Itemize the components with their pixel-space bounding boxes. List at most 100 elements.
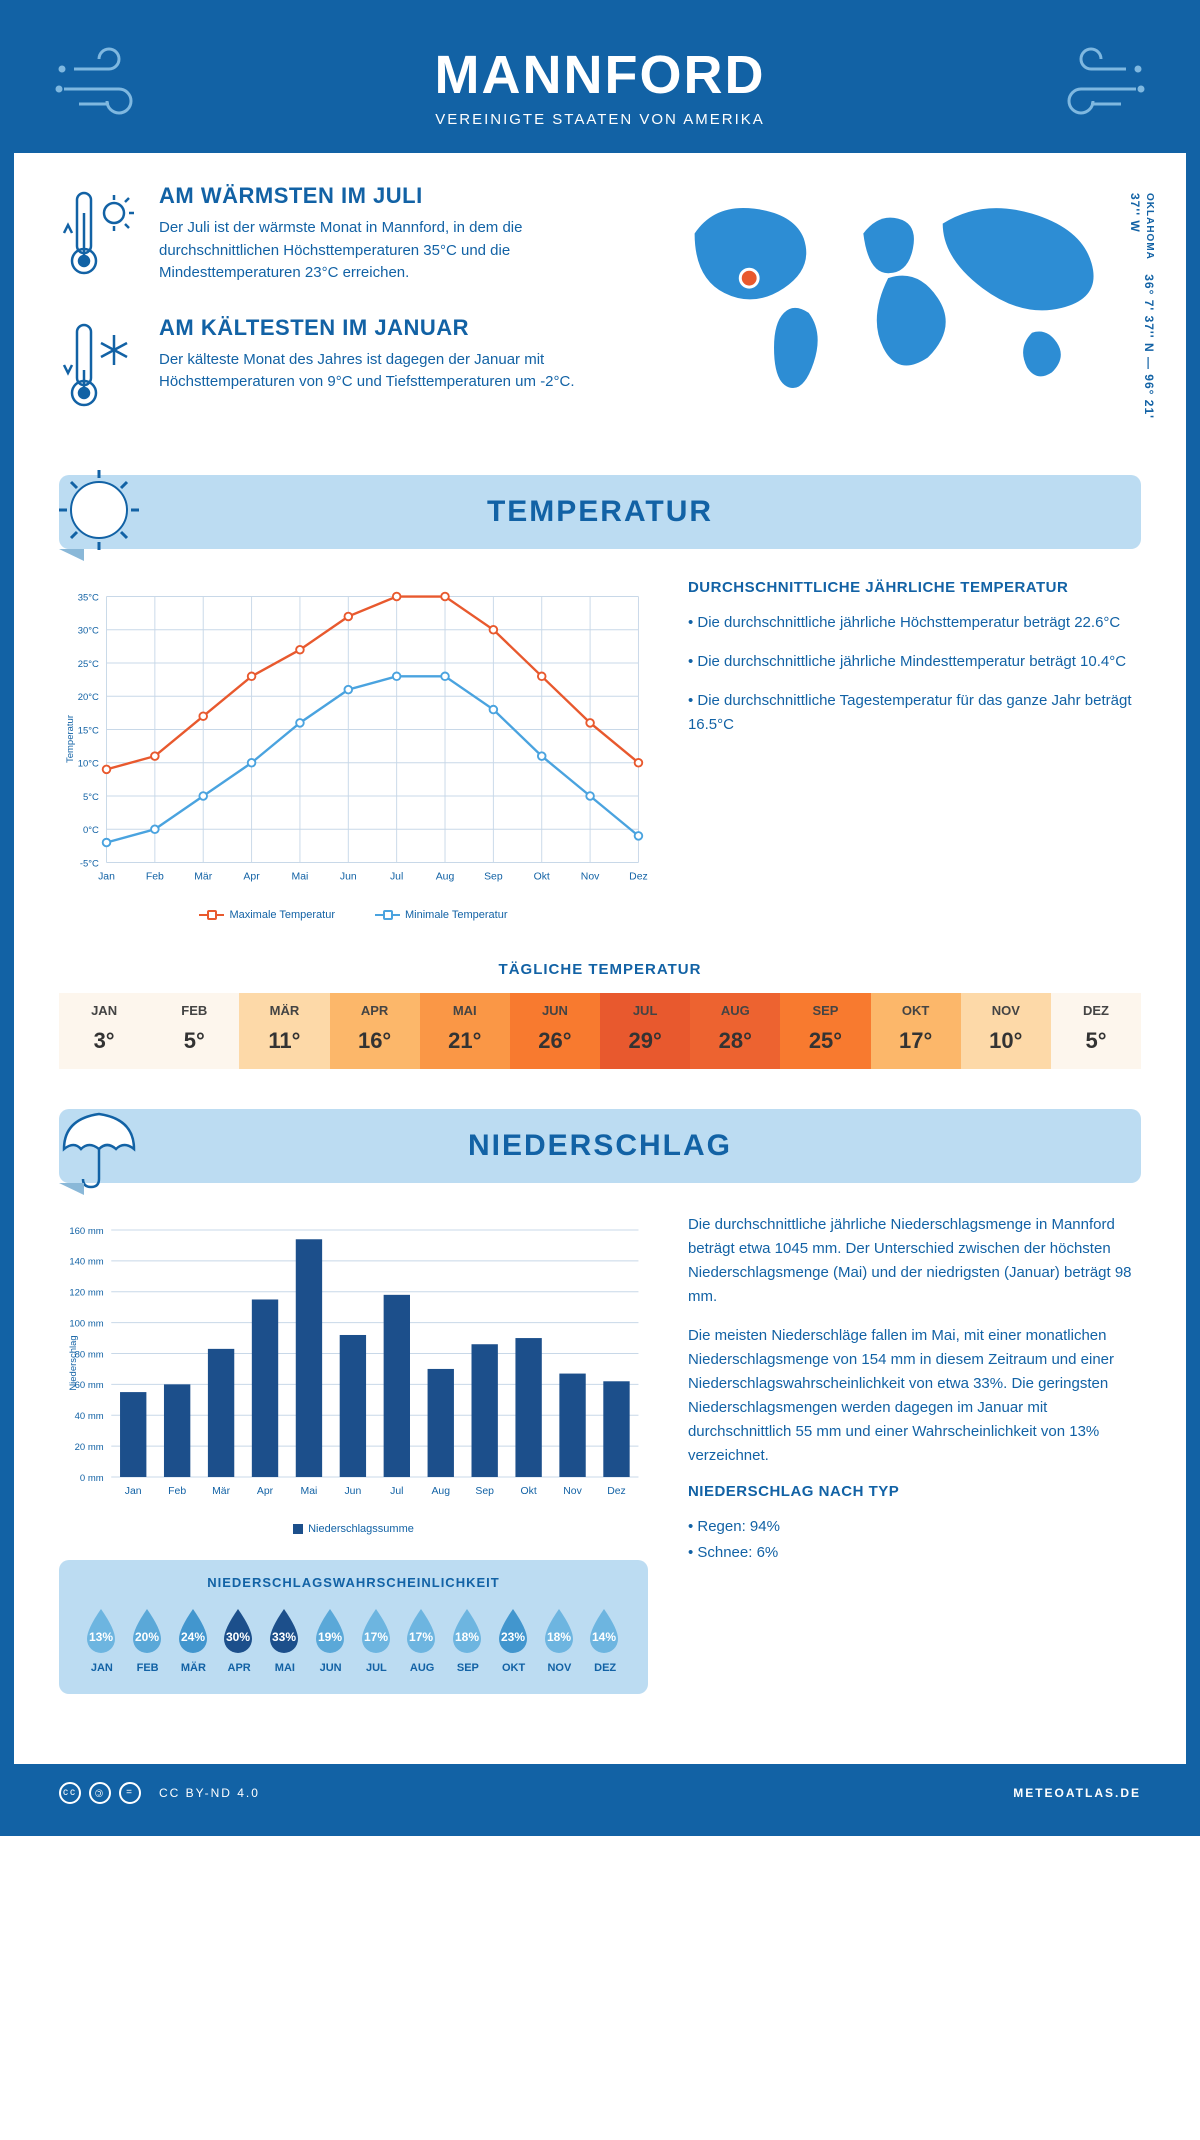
svg-text:Jul: Jul: [390, 871, 403, 882]
svg-text:15°C: 15°C: [78, 725, 99, 736]
drop-item: 33%MAI: [262, 1605, 308, 1674]
temp-cell: APR16°: [330, 993, 420, 1069]
svg-text:14%: 14%: [592, 1630, 616, 1644]
wind-icon: [1036, 44, 1146, 124]
temp-cell: JUN26°: [510, 993, 600, 1069]
daily-temp-title: TÄGLICHE TEMPERATUR: [59, 961, 1141, 978]
temp-cell: JAN3°: [59, 993, 149, 1069]
cc-icon: cc: [59, 1782, 81, 1804]
umbrella-icon: [49, 1094, 149, 1194]
drop-item: 13%JAN: [79, 1605, 125, 1674]
svg-text:Jan: Jan: [125, 1486, 142, 1497]
drop-item: 18%SEP: [445, 1605, 491, 1674]
nd-icon: =: [119, 1782, 141, 1804]
svg-text:Mai: Mai: [301, 1486, 318, 1497]
svg-text:30%: 30%: [226, 1630, 250, 1644]
temp-cell: SEP25°: [780, 993, 870, 1069]
svg-text:Aug: Aug: [436, 871, 455, 882]
drop-item: 30%APR: [216, 1605, 262, 1674]
svg-text:13%: 13%: [89, 1630, 113, 1644]
svg-text:Nov: Nov: [581, 871, 600, 882]
svg-text:35°C: 35°C: [78, 592, 99, 603]
by-icon: 🄯: [89, 1782, 111, 1804]
svg-text:33%: 33%: [272, 1630, 296, 1644]
temp-cell: MAI21°: [420, 993, 510, 1069]
svg-text:Dez: Dez: [629, 871, 648, 882]
page-subtitle: VEREINIGTE STAATEN VON AMERIKA: [34, 111, 1166, 128]
svg-text:Niederschlag: Niederschlag: [68, 1335, 79, 1390]
svg-text:Temperatur: Temperatur: [65, 715, 76, 763]
svg-text:Apr: Apr: [243, 871, 260, 882]
page-footer: cc 🄯 = CC BY-ND 4.0 METEOATLAS.DE: [14, 1764, 1186, 1822]
svg-text:19%: 19%: [318, 1630, 342, 1644]
site-name: METEOATLAS.DE: [1013, 1786, 1141, 1800]
temp-cell: MÄR11°: [239, 993, 329, 1069]
drop-item: 18%NOV: [537, 1605, 583, 1674]
svg-text:Sep: Sep: [475, 1486, 494, 1497]
svg-text:20 mm: 20 mm: [75, 1441, 104, 1452]
coordinates: OKLAHOMA 36° 7' 37'' N — 96° 21' 37'' W: [1128, 193, 1156, 445]
thermometer-sun-icon: [59, 183, 139, 283]
svg-text:-5°C: -5°C: [80, 858, 99, 869]
fact-coldest: AM KÄLTESTEN IM JANUAR Der kälteste Mona…: [59, 315, 605, 415]
svg-text:5°C: 5°C: [83, 791, 99, 802]
fact-warmest: AM WÄRMSTEN IM JULI Der Juli ist der wär…: [59, 183, 605, 285]
svg-text:Apr: Apr: [257, 1486, 274, 1497]
drop-item: 20%FEB: [125, 1605, 171, 1674]
svg-text:Feb: Feb: [168, 1486, 186, 1497]
temp-cell: FEB5°: [149, 993, 239, 1069]
svg-text:Okt: Okt: [534, 871, 550, 882]
fact-text: Der Juli ist der wärmste Monat in Mannfo…: [159, 217, 605, 285]
section-precipitation: NIEDERSCHLAG: [59, 1109, 1141, 1183]
svg-text:Jan: Jan: [98, 871, 115, 882]
svg-text:10°C: 10°C: [78, 758, 99, 769]
svg-text:18%: 18%: [546, 1630, 570, 1644]
precipitation-probability: NIEDERSCHLAGSWAHRSCHEINLICHKEIT 13%JAN20…: [59, 1560, 648, 1694]
svg-text:100 mm: 100 mm: [69, 1318, 103, 1329]
svg-text:Mär: Mär: [212, 1486, 230, 1497]
temperature-chart: -5°C0°C5°C10°C15°C20°C25°C30°C35°CJanFeb…: [59, 579, 648, 921]
svg-text:Sep: Sep: [484, 871, 503, 882]
svg-text:Nov: Nov: [563, 1486, 582, 1497]
fact-title: AM WÄRMSTEN IM JULI: [159, 183, 605, 209]
svg-text:30°C: 30°C: [78, 625, 99, 636]
world-map: OKLAHOMA 36° 7' 37'' N — 96° 21' 37'' W: [645, 183, 1141, 445]
svg-text:Okt: Okt: [520, 1486, 536, 1497]
sun-icon: [49, 460, 149, 560]
section-temperature: TEMPERATUR: [59, 475, 1141, 549]
svg-text:20°C: 20°C: [78, 692, 99, 703]
thermometer-snow-icon: [59, 315, 139, 415]
temp-cell: JUL29°: [600, 993, 690, 1069]
drop-item: 24%MÄR: [171, 1605, 217, 1674]
svg-text:18%: 18%: [455, 1630, 479, 1644]
temp-cell: OKT17°: [871, 993, 961, 1069]
svg-text:Feb: Feb: [146, 871, 164, 882]
daily-temperature-strip: JAN3°FEB5°MÄR11°APR16°MAI21°JUN26°JUL29°…: [59, 993, 1141, 1069]
svg-text:Jun: Jun: [340, 871, 357, 882]
drop-item: 19%JUN: [308, 1605, 354, 1674]
svg-text:Aug: Aug: [431, 1486, 450, 1497]
drop-item: 17%AUG: [399, 1605, 445, 1674]
svg-text:140 mm: 140 mm: [69, 1256, 103, 1267]
svg-text:17%: 17%: [409, 1630, 433, 1644]
license-text: CC BY-ND 4.0: [159, 1786, 260, 1800]
fact-text: Der kälteste Monat des Jahres ist dagege…: [159, 349, 605, 394]
temp-cell: DEZ5°: [1051, 993, 1141, 1069]
svg-text:Dez: Dez: [607, 1486, 626, 1497]
svg-text:Jun: Jun: [344, 1486, 361, 1497]
svg-text:0 mm: 0 mm: [80, 1472, 104, 1483]
svg-text:24%: 24%: [180, 1630, 204, 1644]
fact-title: AM KÄLTESTEN IM JANUAR: [159, 315, 605, 341]
page-title: MANNFORD: [34, 44, 1166, 106]
svg-text:Jul: Jul: [390, 1486, 403, 1497]
svg-text:40 mm: 40 mm: [75, 1411, 104, 1422]
wind-icon: [54, 44, 164, 124]
drop-item: 23%OKT: [491, 1605, 537, 1674]
drop-item: 14%DEZ: [582, 1605, 628, 1674]
svg-text:120 mm: 120 mm: [69, 1287, 103, 1298]
svg-text:20%: 20%: [135, 1630, 159, 1644]
precipitation-summary: Die durchschnittliche jährliche Niedersc…: [688, 1213, 1141, 1694]
page-header: MANNFORD VEREINIGTE STAATEN VON AMERIKA: [14, 14, 1186, 153]
temperature-summary: DURCHSCHNITTLICHE JÄHRLICHE TEMPERATUR •…: [688, 579, 1141, 921]
svg-text:160 mm: 160 mm: [69, 1225, 103, 1236]
